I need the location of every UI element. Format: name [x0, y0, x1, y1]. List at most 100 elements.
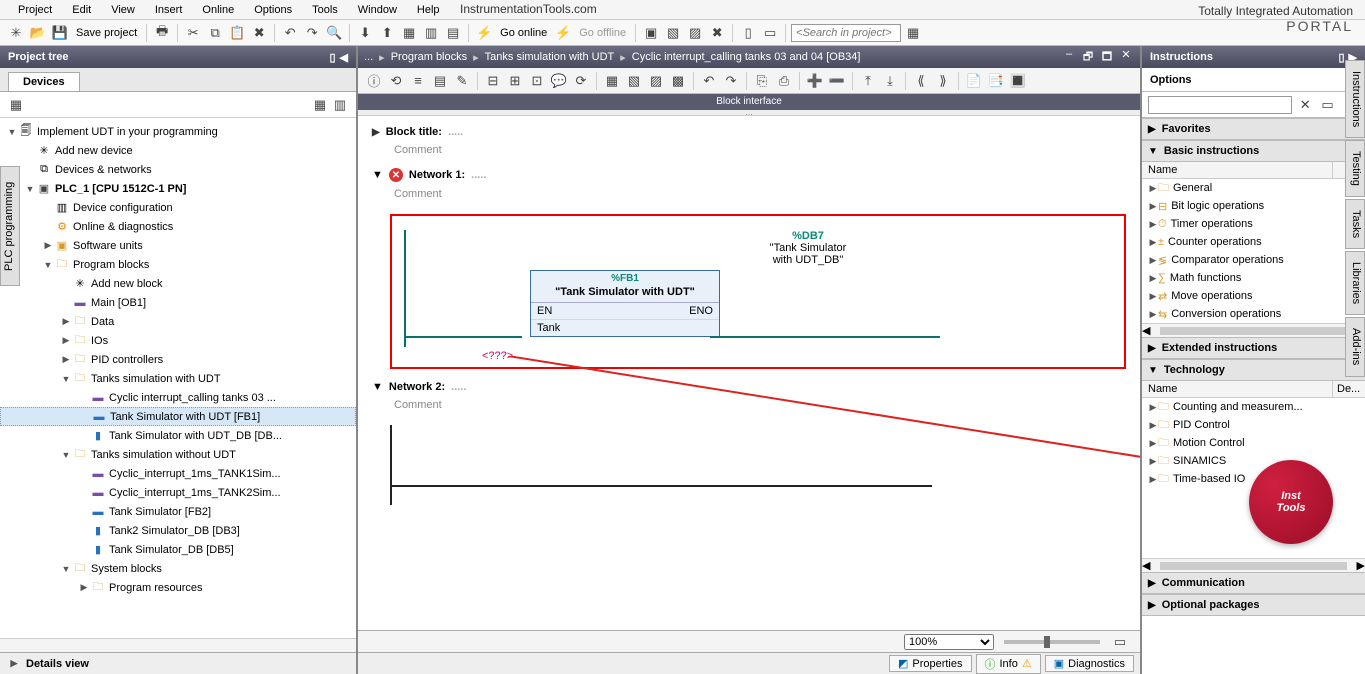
go-offline-icon[interactable]: ⚡: [553, 23, 573, 43]
tree-data-folder[interactable]: ▶🗀Data: [0, 312, 356, 331]
tree-fb1-udt[interactable]: ▬Tank Simulator with UDT [FB1]: [0, 407, 356, 426]
tab-properties[interactable]: ◩Properties: [889, 655, 972, 672]
sim-icon[interactable]: ▤: [443, 23, 463, 43]
network2-header[interactable]: ▼Network 2:.....: [372, 377, 1126, 397]
tree-system-blocks[interactable]: ▼🗀System blocks: [0, 559, 356, 578]
sec-extended[interactable]: ▶Extended instructions: [1142, 337, 1365, 359]
inst-mode1-icon[interactable]: ▭: [1318, 95, 1336, 115]
ed-icon[interactable]: ⟳: [571, 71, 591, 91]
ed-icon[interactable]: ⤓: [880, 71, 900, 91]
menu-tools[interactable]: Tools: [302, 4, 348, 16]
ed-icon[interactable]: ⟲: [386, 71, 406, 91]
tree-fb2[interactable]: ▬Tank Simulator [FB2]: [0, 502, 356, 521]
zoom-select[interactable]: 100%: [904, 634, 994, 650]
menu-options[interactable]: Options: [244, 4, 302, 16]
tree-tanks-noudt-folder[interactable]: ▼🗀Tanks simulation without UDT: [0, 445, 356, 464]
paste-icon[interactable]: 📋: [227, 23, 247, 43]
inst-conversion[interactable]: ▶⇆Conversion operations: [1142, 305, 1365, 323]
inst-counter[interactable]: ▶±Counter operations: [1142, 233, 1365, 251]
hwdl-icon[interactable]: ▥: [421, 23, 441, 43]
tree-ios-folder[interactable]: ▶🗀IOs: [0, 331, 356, 350]
ed-icon[interactable]: ⊡: [527, 71, 547, 91]
tree-cyclic-ob34[interactable]: ▬Cyclic interrupt_calling tanks 03 ...: [0, 388, 356, 407]
tree-software-units[interactable]: ▶▣Software units: [0, 236, 356, 255]
ed-icon[interactable]: ✎: [452, 71, 472, 91]
upload-icon[interactable]: ⬆: [377, 23, 397, 43]
tool-c-icon[interactable]: ▨: [685, 23, 705, 43]
ed-icon[interactable]: ⊞: [505, 71, 525, 91]
block-comment[interactable]: Comment: [394, 142, 1126, 164]
delete-icon[interactable]: ✖: [249, 23, 269, 43]
tool-x-icon[interactable]: ✖: [707, 23, 727, 43]
go-online-icon[interactable]: ⚡: [474, 23, 494, 43]
menu-project[interactable]: Project: [8, 4, 62, 16]
ed-icon[interactable]: 💬: [549, 71, 569, 91]
tree-cyclic-tank1[interactable]: ▬Cyclic_interrupt_1ms_TANK1Sim...: [0, 464, 356, 483]
missing-param-marker[interactable]: <???>: [482, 350, 513, 362]
inst-view-icon[interactable]: ▯: [1338, 51, 1344, 64]
editor-body[interactable]: ▶Block title:..... Comment ▼ ✕ Network 1…: [358, 116, 1140, 630]
tool-b-icon[interactable]: ▧: [663, 23, 683, 43]
ed-icon[interactable]: 📄: [964, 71, 984, 91]
open-project-icon[interactable]: 📂: [28, 23, 48, 43]
go-online-button[interactable]: Go online: [496, 27, 551, 39]
ed-icon[interactable]: ≡: [408, 71, 428, 91]
tree-db5[interactable]: ▮Tank Simulator_DB [DB5]: [0, 540, 356, 559]
side-tab-instructions[interactable]: Instructions: [1345, 60, 1365, 138]
tree-plc1[interactable]: ▼▣PLC_1 [CPU 1512C-1 PN]: [0, 179, 356, 198]
devices-tab[interactable]: Devices: [8, 72, 80, 91]
ed-icon[interactable]: ▤: [430, 71, 450, 91]
inst-general[interactable]: ▶🗀General: [1142, 179, 1365, 197]
tree-filter-icon[interactable]: ▦: [6, 95, 26, 115]
menu-view[interactable]: View: [101, 4, 145, 16]
ed-icon[interactable]: ➕: [805, 71, 825, 91]
editor-min-icon[interactable]: –: [1061, 48, 1077, 67]
cut-icon[interactable]: ✂: [183, 23, 203, 43]
split-v-icon[interactable]: ▭: [760, 23, 780, 43]
editor-close-icon[interactable]: ✕: [1118, 48, 1134, 67]
tree-db-udt[interactable]: ▮Tank Simulator with UDT_DB [DB...: [0, 426, 356, 445]
inst-math[interactable]: ▶∑Math functions: [1142, 269, 1365, 287]
sec-optional[interactable]: ▶Optional packages: [1142, 594, 1365, 616]
ed-icon[interactable]: ▧: [624, 71, 644, 91]
project-tree[interactable]: ▼🗐Implement UDT in your programming ✳Add…: [0, 118, 356, 638]
collapse-icon[interactable]: ▯: [329, 51, 335, 64]
menu-online[interactable]: Online: [192, 4, 244, 16]
print-icon[interactable]: 🖶: [152, 23, 172, 43]
tree-program-blocks[interactable]: ▼🗀Program blocks: [0, 255, 356, 274]
sec-favorites[interactable]: ▶Favorites: [1142, 118, 1365, 140]
menu-insert[interactable]: Insert: [145, 4, 193, 16]
ed-icon[interactable]: ▦: [602, 71, 622, 91]
network1-header[interactable]: ▼ ✕ Network 1:.....: [372, 164, 1126, 186]
tree-view2-icon[interactable]: ▥: [330, 95, 350, 115]
network2-rung[interactable]: [390, 425, 1126, 505]
ed-icon[interactable]: ➖: [827, 71, 847, 91]
tech-sinamics[interactable]: ▶🗀SINAMICS: [1142, 452, 1365, 470]
ed-icon[interactable]: ⤒: [858, 71, 878, 91]
block-interface-bar[interactable]: Block interface: [358, 94, 1140, 110]
ed-icon[interactable]: 🔳: [1008, 71, 1028, 91]
ed-icon[interactable]: ▨: [646, 71, 666, 91]
tree-main-ob1[interactable]: ▬Main [OB1]: [0, 293, 356, 312]
undo-icon[interactable]: ↶: [280, 23, 300, 43]
crumb-3[interactable]: Cyclic interrupt_calling tanks 03 and 04…: [632, 51, 861, 63]
split-h-icon[interactable]: ▯: [738, 23, 758, 43]
tab-info[interactable]: ⓘInfo⚠: [976, 654, 1041, 674]
tree-db3[interactable]: ▮Tank2 Simulator_DB [DB3]: [0, 521, 356, 540]
tree-cyclic-tank2[interactable]: ▬Cyclic_interrupt_1ms_TANK2Sim...: [0, 483, 356, 502]
menu-window[interactable]: Window: [348, 4, 407, 16]
editor-restore-icon[interactable]: 🗗: [1080, 48, 1096, 67]
network2-comment[interactable]: Comment: [394, 397, 1126, 419]
redo-icon[interactable]: ↷: [302, 23, 322, 43]
ed-icon[interactable]: ⟫: [933, 71, 953, 91]
copy-icon[interactable]: ⧉: [205, 23, 225, 43]
go-offline-button[interactable]: Go offline: [575, 27, 630, 39]
network1-comment[interactable]: Comment: [394, 186, 1126, 208]
menu-edit[interactable]: Edit: [62, 4, 101, 16]
side-tab-addins[interactable]: Add-ins: [1345, 317, 1365, 376]
search-icon[interactable]: 🔍: [324, 23, 344, 43]
ed-icon[interactable]: ↶: [699, 71, 719, 91]
zoom-slider[interactable]: [1004, 640, 1100, 644]
inst-timer[interactable]: ▶⏱Timer operations: [1142, 215, 1365, 233]
block-title-row[interactable]: ▶Block title:.....: [372, 122, 1126, 142]
